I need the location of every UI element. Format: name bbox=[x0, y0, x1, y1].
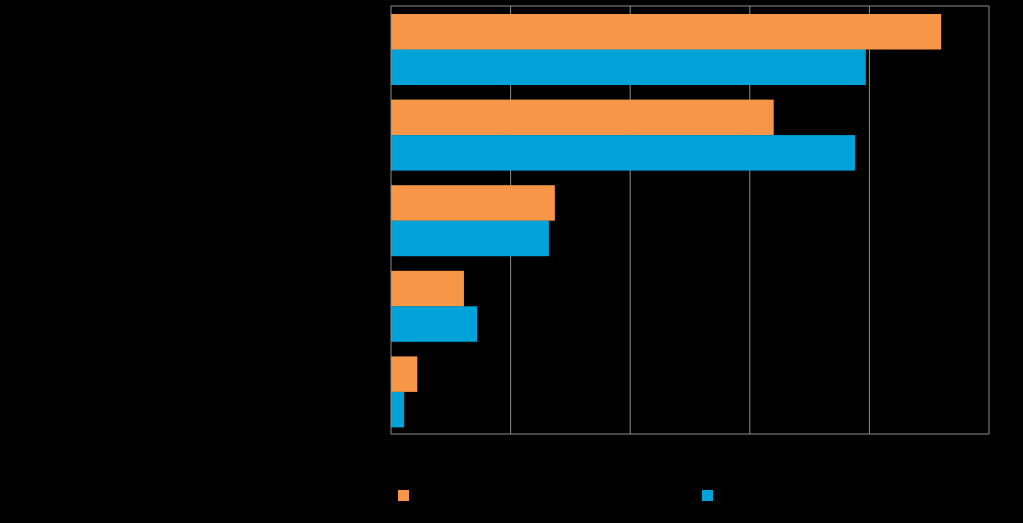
bar-series-2-category-1 bbox=[391, 49, 866, 85]
bar-series-2-category-5 bbox=[391, 391, 405, 428]
bar-series-1-category-2 bbox=[391, 99, 774, 136]
bar-series-1-category-3 bbox=[391, 185, 555, 221]
legend-swatch-series-2 bbox=[702, 490, 713, 501]
legend bbox=[398, 490, 713, 501]
bar-series-2-category-4 bbox=[391, 306, 478, 342]
plot-frame bbox=[390, 5, 990, 435]
bar-series-1-category-5 bbox=[391, 356, 418, 392]
bar-series-1-category-4 bbox=[391, 270, 464, 307]
bars bbox=[391, 14, 942, 428]
legend-swatch-series-1 bbox=[398, 490, 409, 501]
axes bbox=[390, 5, 990, 435]
bar-series-2-category-3 bbox=[391, 220, 549, 257]
bar-series-2-category-2 bbox=[391, 135, 856, 171]
bar-series-1-category-1 bbox=[391, 14, 942, 50]
